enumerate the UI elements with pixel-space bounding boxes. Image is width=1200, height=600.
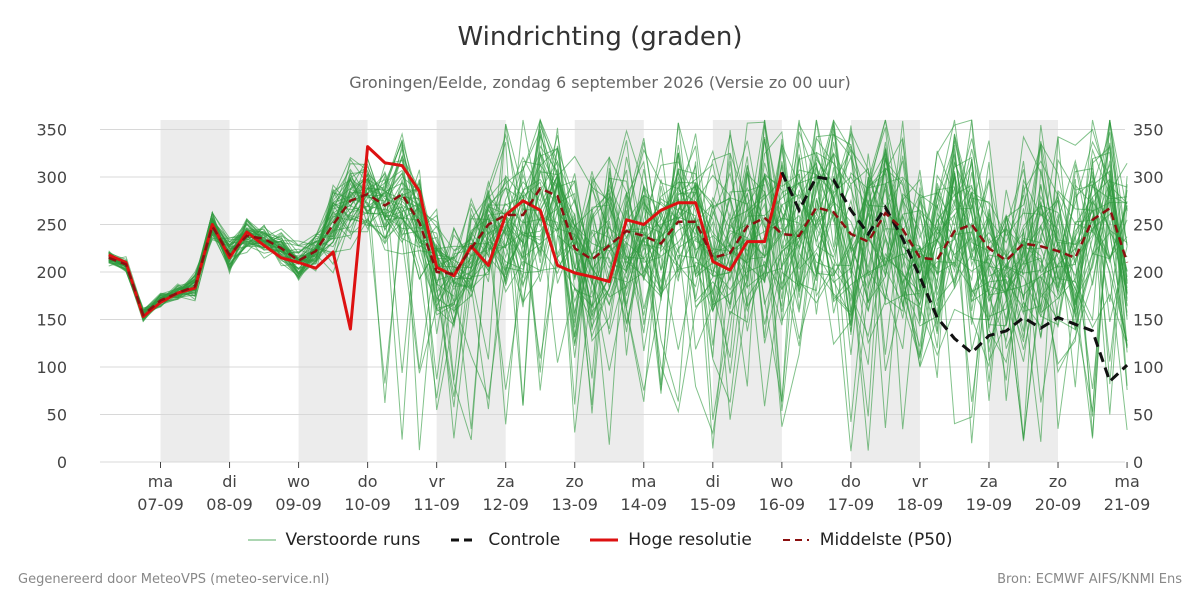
x-tick-day: za [980, 472, 998, 491]
legend-item-highres: Hoge resolutie [590, 530, 752, 550]
ensemble-member-line [108, 119, 1128, 355]
x-tick-date: 08-09 [206, 495, 253, 514]
x-tick-date: 12-09 [482, 495, 529, 514]
legend: Verstoorde runs Controle Hoge resolutie … [0, 530, 1200, 550]
x-tick-date: 07-09 [137, 495, 184, 514]
y-tick-label-left: 250 [36, 216, 67, 235]
x-tick-date: 20-09 [1035, 495, 1082, 514]
x-tick-date: 11-09 [413, 495, 460, 514]
y-tick-label-right: 350 [1133, 121, 1164, 140]
y-tick-label-left: 300 [36, 168, 67, 187]
x-tick-date: 17-09 [828, 495, 875, 514]
legend-swatch-median [782, 539, 809, 541]
legend-label-ensemble: Verstoorde runs [285, 530, 421, 550]
y-tick-label-right: 300 [1133, 168, 1164, 187]
x-tick-day: ma [1114, 472, 1139, 491]
y-tick-label-right: 50 [1133, 406, 1153, 425]
legend-label-median: Middelste (P50) [819, 530, 953, 550]
x-tick-day: zo [1049, 472, 1067, 491]
x-tick-date: 09-09 [275, 495, 322, 514]
legend-swatch-control [451, 538, 478, 542]
ensemble-member-line [108, 119, 1128, 359]
x-tick-date: 18-09 [897, 495, 944, 514]
y-tick-label-right: 0 [1133, 453, 1143, 472]
y-tick-label-left: 50 [47, 406, 67, 425]
x-tick-day: do [841, 472, 861, 491]
y-tick-label-left: 350 [36, 121, 67, 140]
x-tick-day: za [497, 472, 515, 491]
x-tick-day: ma [631, 472, 656, 491]
series-line-control [780, 171, 1129, 384]
y-tick-label-left: 200 [36, 263, 67, 282]
x-tick-day: wo [287, 472, 310, 491]
y-tick-label-right: 150 [1133, 311, 1164, 330]
y-tick-label-right: 200 [1133, 263, 1164, 282]
footer-credit: Gegenereerd door MeteoVPS (meteo-service… [18, 572, 330, 587]
x-tick-day: wo [770, 472, 793, 491]
y-tick-label-left: 0 [57, 453, 67, 472]
x-tick-date: 16-09 [759, 495, 806, 514]
x-tick-date: 13-09 [551, 495, 598, 514]
y-tick-label-right: 100 [1133, 358, 1164, 377]
series-line-median [108, 186, 1129, 317]
x-tick-date: 21-09 [1104, 495, 1151, 514]
legend-swatch-highres [590, 538, 619, 542]
y-tick-label-left: 150 [36, 311, 67, 330]
x-tick-day: ma [148, 472, 173, 491]
x-tick-day: zo [566, 472, 584, 491]
x-tick-day: vr [429, 472, 445, 491]
chart-title: Windrichting (graden) [457, 22, 743, 52]
legend-label-highres: Hoge resolutie [628, 530, 752, 550]
legend-swatch-ensemble [247, 539, 276, 541]
x-tick-day: di [706, 472, 721, 491]
y-tick-label-left: 100 [36, 358, 67, 377]
x-tick-date: 15-09 [690, 495, 737, 514]
ensemble-member-line [108, 143, 1128, 429]
legend-item-ensemble: Verstoorde runs [247, 530, 421, 550]
ensemble-member-line [108, 150, 1128, 373]
legend-label-control: Controle [488, 530, 561, 550]
x-tick-date: 14-09 [621, 495, 668, 514]
x-tick-date: 10-09 [344, 495, 391, 514]
x-tick-day: vr [912, 472, 928, 491]
x-tick-day: di [222, 472, 237, 491]
chart-subtitle: Groningen/Eelde, zondag 6 september 2026… [349, 73, 851, 92]
footer-source: Bron: ECMWF AIFS/KNMI Ens [997, 572, 1182, 587]
x-tick-date: 19-09 [966, 495, 1013, 514]
legend-item-control: Controle [450, 530, 560, 550]
x-tick-day: do [358, 472, 378, 491]
day-band [298, 120, 368, 462]
y-tick-label-right: 250 [1133, 216, 1164, 235]
legend-item-median: Middelste (P50) [782, 530, 953, 550]
